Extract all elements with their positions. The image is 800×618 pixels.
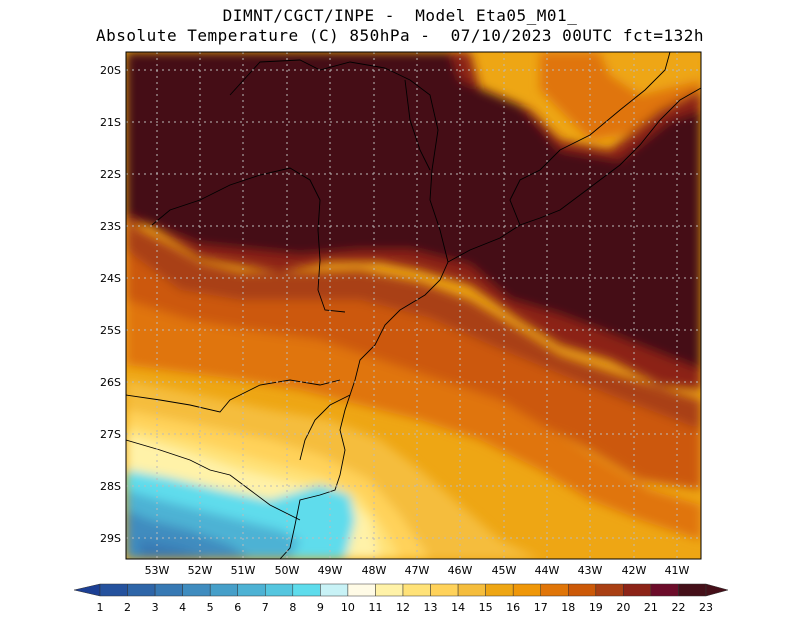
colorbar-swatch bbox=[292, 583, 321, 597]
lon-label: 46W bbox=[448, 564, 473, 577]
colorbar-label: 16 bbox=[506, 601, 520, 614]
colorbar-label: 8 bbox=[289, 601, 296, 614]
colorbar-swatch bbox=[127, 583, 156, 597]
colorbar-label: 19 bbox=[589, 601, 603, 614]
colorbar-max-arrow bbox=[705, 583, 729, 597]
colorbar-swatch bbox=[265, 583, 294, 597]
lat-label: 26S bbox=[100, 376, 121, 389]
colorbar-swatch bbox=[457, 583, 486, 597]
lon-label: 48W bbox=[362, 564, 387, 577]
colorbar-label: 23 bbox=[699, 601, 713, 614]
colorbar-label: 15 bbox=[479, 601, 493, 614]
lon-label: 42W bbox=[622, 564, 647, 577]
lat-label: 27S bbox=[100, 428, 121, 441]
colorbar-swatch bbox=[182, 583, 211, 597]
lat-label: 20S bbox=[100, 64, 121, 77]
colorbar-swatch bbox=[540, 583, 569, 597]
colorbar-swatch bbox=[430, 583, 459, 597]
colorbar-swatch bbox=[678, 583, 707, 597]
colorbar-swatch bbox=[154, 583, 183, 597]
colorbar-swatch bbox=[485, 583, 514, 597]
colorbar-swatch bbox=[568, 583, 597, 597]
latitude-axis: 20S 21S 22S 23S 24S 25S 26S 27S 28S 29S bbox=[100, 64, 121, 545]
lon-label: 49W bbox=[318, 564, 343, 577]
longitude-axis: 53W 52W 51W 50W 49W 48W 47W 46W 45W 44W … bbox=[145, 564, 690, 577]
colorbar-label: 13 bbox=[424, 601, 438, 614]
colorbar-label: 5 bbox=[207, 601, 214, 614]
colorbar-label: 14 bbox=[451, 601, 465, 614]
lon-label: 44W bbox=[535, 564, 560, 577]
colorbar-label: 6 bbox=[234, 601, 241, 614]
colorbar-swatch bbox=[209, 583, 238, 597]
lon-label: 52W bbox=[188, 564, 213, 577]
colorbar-label: 3 bbox=[152, 601, 159, 614]
colorbar-label: 20 bbox=[616, 601, 630, 614]
colorbar-label: 12 bbox=[396, 601, 410, 614]
lon-label: 43W bbox=[578, 564, 603, 577]
colorbar-label: 22 bbox=[671, 601, 685, 614]
colorbar-swatch bbox=[99, 583, 128, 597]
colorbar-swatch bbox=[237, 583, 266, 597]
map-title-line-2: Absolute Temperature (C) 850hPa - 07/10/… bbox=[96, 26, 704, 45]
colorbar-label: 9 bbox=[317, 601, 324, 614]
colorbar-label: 4 bbox=[179, 601, 186, 614]
colorbar-swatch bbox=[320, 583, 349, 597]
lon-label: 51W bbox=[231, 564, 256, 577]
coastlines-and-borders bbox=[126, 52, 701, 559]
colorbar-swatch bbox=[595, 583, 624, 597]
map-title-line-1: DIMNT/CGCT/INPE - Model Eta05_M01_ bbox=[222, 6, 578, 25]
lat-label: 23S bbox=[100, 220, 121, 233]
lon-label: 45W bbox=[492, 564, 517, 577]
colorbar: 1 2 3 4 5 6 7 8 9 10 11 12 13 14 15 16 17 18 19 20 21 22 23 bbox=[73, 583, 729, 614]
lat-label: 28S bbox=[100, 480, 121, 493]
colorbar-label: 10 bbox=[341, 601, 355, 614]
colorbar-swatch bbox=[375, 583, 404, 597]
colorbar-swatch bbox=[623, 583, 652, 597]
colorbar-label: 21 bbox=[644, 601, 658, 614]
colorbar-swatch bbox=[347, 583, 376, 597]
lat-label: 22S bbox=[100, 168, 121, 181]
lon-label: 47W bbox=[405, 564, 430, 577]
colorbar-label: 11 bbox=[368, 601, 382, 614]
lat-label: 24S bbox=[100, 272, 121, 285]
colorbar-label: 1 bbox=[97, 601, 104, 614]
plot-frame bbox=[125, 51, 702, 560]
colorbar-label: 2 bbox=[124, 601, 131, 614]
colorbar-label: 17 bbox=[534, 601, 548, 614]
colorbar-swatch bbox=[402, 583, 431, 597]
colorbar-label: 7 bbox=[262, 601, 269, 614]
temperature-field bbox=[126, 52, 701, 559]
lon-label: 41W bbox=[665, 564, 690, 577]
colorbar-label: 18 bbox=[561, 601, 575, 614]
colorbar-swatch bbox=[73, 583, 101, 597]
lon-label: 50W bbox=[275, 564, 300, 577]
lat-lon-grid bbox=[126, 52, 701, 559]
lat-label: 29S bbox=[100, 532, 121, 545]
colorbar-swatch bbox=[650, 583, 679, 597]
colorbar-swatch bbox=[512, 583, 541, 597]
lon-label: 53W bbox=[145, 564, 170, 577]
lat-label: 21S bbox=[100, 116, 121, 129]
lat-label: 25S bbox=[100, 324, 121, 337]
